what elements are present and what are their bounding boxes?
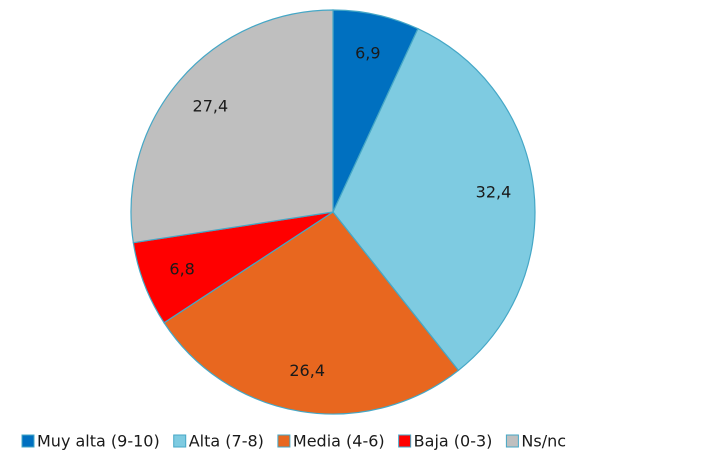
data-label: 6,9 xyxy=(355,44,380,63)
legend-swatch xyxy=(173,434,187,448)
data-label: 6,8 xyxy=(169,259,194,278)
data-label: 27,4 xyxy=(193,96,229,115)
pie-slice xyxy=(130,9,334,244)
legend-label: Muy alta (9-10) xyxy=(37,432,160,451)
legend-label: Alta (7-8) xyxy=(189,432,264,451)
legend-label: Baja (0-3) xyxy=(414,432,493,451)
legend-label: Ns/nc xyxy=(521,432,566,451)
legend-swatch xyxy=(505,434,519,448)
data-label: 32,4 xyxy=(476,182,512,201)
legend-swatch xyxy=(398,434,412,448)
legend-swatch xyxy=(21,434,35,448)
legend-label: Media (4-6) xyxy=(293,432,385,451)
data-label: 26,4 xyxy=(289,361,325,380)
legend-swatch xyxy=(277,434,291,448)
pie-slice xyxy=(163,211,460,415)
pie-slice xyxy=(332,27,536,372)
